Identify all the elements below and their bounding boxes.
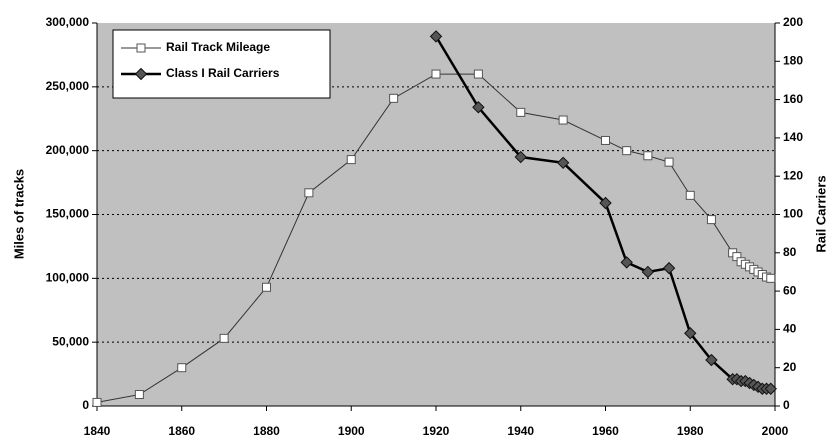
data-point [92,397,102,407]
data-point [556,156,570,170]
data-point [431,69,441,79]
data-point [516,107,526,117]
data-point [705,353,718,367]
data-point [177,363,187,373]
y2-axis-title: Rail Carriers [813,175,828,252]
y-tick-label: 300,000 [46,15,90,29]
y-tick-label: 250,000 [46,79,90,93]
data-point [389,93,399,103]
y2-tick-label: 140 [783,130,803,144]
y-tick-label: 150,000 [46,207,90,221]
legend-label: Rail Track Mileage [166,40,270,54]
y2-tick-label: 120 [783,168,803,182]
data-point [346,155,356,165]
x-tick-label: 1880 [253,424,280,438]
y2-tick-label: 160 [783,92,803,106]
data-point [472,101,485,114]
data-point [764,382,777,395]
legend-marker [136,43,146,53]
data-point [620,256,633,269]
y-tick-label: 50,000 [52,334,89,348]
data-point [766,273,776,283]
x-tick-label: 1920 [423,424,450,438]
x-tick-label: 1980 [677,424,704,438]
y2-tick-label: 40 [783,322,797,336]
y-tick-label: 100,000 [46,271,90,285]
data-point [622,146,632,156]
x-tick-label: 1840 [84,424,111,438]
data-point [684,327,697,340]
y2-tick-label: 200 [783,15,803,29]
data-point [706,215,716,225]
data-point [429,30,443,43]
y-tick-label: 200,000 [46,143,90,157]
data-point [662,261,676,275]
legend-label: Class I Rail Carriers [166,66,280,80]
data-point [643,151,653,161]
data-point [599,196,612,210]
legend-marker [134,67,148,81]
data-point [134,390,144,400]
data-point [685,190,695,200]
data-point [219,333,229,343]
y2-tick-label: 180 [783,53,803,67]
data-point [558,115,568,125]
data-point [473,69,483,79]
x-tick-label: 1900 [338,424,365,438]
legend [112,29,331,99]
y2-tick-label: 20 [783,360,797,374]
data-point [601,135,610,145]
data-point [262,282,271,292]
y2-tick-label: 60 [783,283,797,297]
x-tick-label: 1940 [507,424,534,438]
y2-tick-label: 80 [783,245,797,259]
data-point [514,150,527,164]
data-point [664,157,674,167]
y-axis-title: Miles of tracks [11,169,26,259]
data-point [304,188,314,198]
x-tick-label: 2000 [762,424,789,438]
x-tick-label: 1960 [592,424,619,438]
data-point [641,265,655,279]
y2-tick-label: 0 [783,398,790,412]
y-tick-label: 0 [82,398,89,412]
x-tick-label: 1860 [168,424,195,438]
y2-tick-label: 100 [783,207,803,221]
